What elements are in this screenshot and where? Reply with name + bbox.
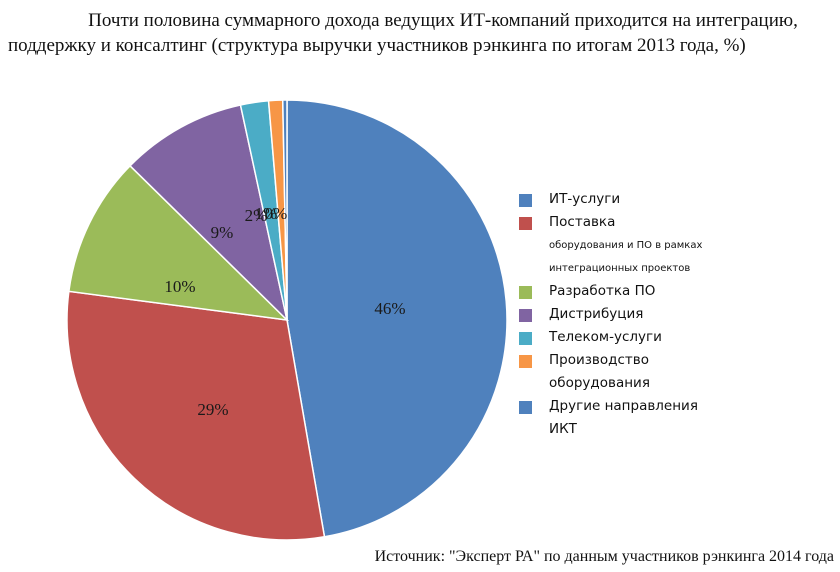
legend-item-7: Другие направления ИКТ — [519, 395, 719, 441]
legend-item-4: Дистрибуция — [519, 303, 719, 326]
legend-swatch-1 — [519, 194, 532, 207]
legend-label-6: Производство оборудования — [549, 352, 650, 391]
legend-sublabel-2: оборудования и ПО в рамках интеграционны… — [549, 240, 703, 274]
legend-item-2: Поставка оборудования и ПО в рамках интег… — [519, 211, 719, 280]
legend-swatch-7 — [519, 401, 532, 414]
legend-item-3: Разработка ПО — [519, 280, 719, 303]
chart-title-line-2: поддержку и консалтинг (структура выручк… — [8, 35, 746, 56]
legend-label-2: Поставка — [549, 214, 616, 230]
legend-item-6: Производство оборудования — [519, 349, 719, 395]
pie-slices — [66, 99, 508, 541]
chart-title: Почти половина суммарного дохода ведущих… — [8, 8, 838, 58]
legend-item-5: Телеком-услуги — [519, 326, 719, 349]
legend-label-4: Дистрибуция — [549, 306, 644, 322]
legend-label-1: ИТ-услуги — [549, 191, 621, 207]
pie-slice-label-6: 1% — [255, 204, 278, 223]
pie-slice-label-5: 2% — [245, 206, 268, 225]
pie-slice-1 — [286, 99, 508, 538]
pie-slice-label-1: 46% — [374, 299, 405, 318]
legend-swatch-5 — [519, 332, 532, 345]
chart-title-line-1: Почти половина суммарного дохода ведущих… — [88, 10, 798, 31]
legend-label-3: Разработка ПО — [549, 283, 656, 299]
pie-slice-label-3: 10% — [164, 277, 195, 296]
source-note: Источник: "Эксперт РА" по данным участни… — [374, 548, 834, 565]
legend-label-5: Телеком-услуги — [549, 329, 662, 345]
legend-swatch-4 — [519, 309, 532, 322]
pie-slice-label-7: 0% — [265, 204, 288, 223]
legend-item-1: ИТ-услуги — [519, 188, 719, 211]
pie-slice-labels: 46% 29% 10% 9% 2%1%0% — [164, 204, 405, 419]
pie-slice-2 — [66, 290, 326, 541]
legend-swatch-6 — [519, 355, 532, 368]
pie-slice-label-4: 9% — [211, 223, 234, 242]
pie-slice-7 — [281, 99, 288, 321]
pie-slice-label-2: 29% — [197, 400, 228, 419]
pie-slice-3 — [68, 164, 290, 322]
chart-legend: ИТ-услуги Поставка оборудования и ПО в рам… — [519, 188, 719, 441]
pie-slice-4 — [129, 104, 289, 323]
legend-swatch-3 — [519, 286, 532, 299]
legend-label-7: Другие направления ИКТ — [549, 398, 698, 437]
legend-swatch-2 — [519, 217, 532, 230]
